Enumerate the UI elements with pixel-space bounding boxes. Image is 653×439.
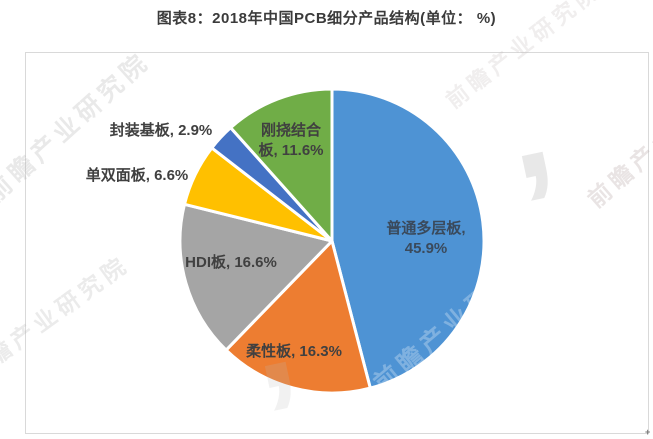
slice-label-single-double: 单双面板, 6.6% — [85, 167, 189, 184]
slice-label-multilayer: 普通多层板, 45.9% — [386, 220, 466, 257]
slice-label-flexible: 柔性板, 16.3% — [246, 343, 342, 360]
chart-title: 图表8：2018年中国PCB细分产品结构(单位： %) — [156, 10, 497, 27]
resize-handle-artifact: + — [645, 427, 651, 437]
slice-label-substrate: 封装基板, 2.9% — [109, 122, 213, 139]
slice-label-rigid-flex: 刚挠结合 板, 11.6% — [258, 122, 324, 159]
pie-slice-multilayer — [330, 87, 486, 390]
plot-area-border — [25, 52, 649, 434]
pie-slice-hdi — [178, 202, 334, 352]
slice-label-hdi: HDI板, 16.6% — [185, 254, 277, 271]
pie-slice-flexible — [224, 239, 372, 395]
pie-slice-rigidflex — [229, 87, 334, 243]
